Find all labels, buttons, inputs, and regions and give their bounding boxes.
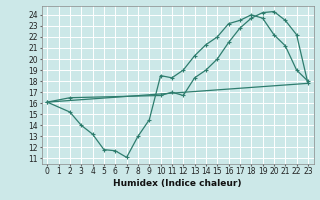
X-axis label: Humidex (Indice chaleur): Humidex (Indice chaleur)	[113, 179, 242, 188]
